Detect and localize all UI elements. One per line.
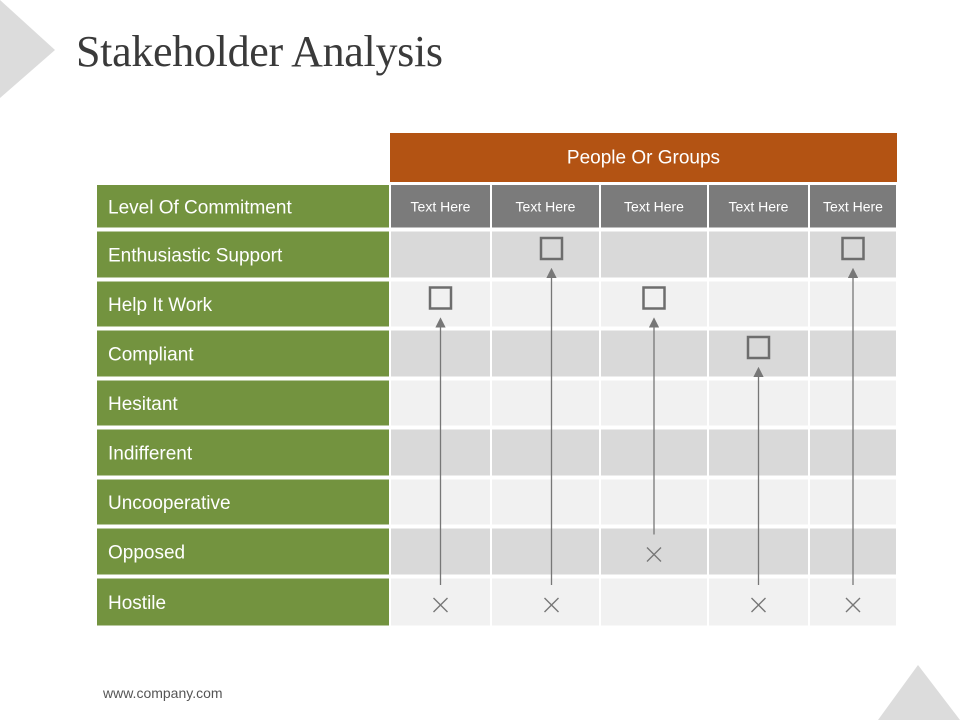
column-header-label: Text Here [516,198,576,214]
grid-cell [601,231,707,278]
column-header-cell [391,185,490,228]
footer-url: www.company.com [103,685,223,701]
column-header-cell [810,185,896,228]
grid-cell [492,528,599,575]
commitment-level-label: Enthusiastic Support [108,246,283,267]
column-header-cell [601,185,707,228]
commitment-level-label: Uncooperative [108,493,231,514]
grid-cell [810,578,896,626]
grid-cell [492,281,599,327]
commitment-level-label: Indifferent [108,444,193,465]
column-header-cell [492,185,599,228]
grid-cell [709,281,808,327]
grid-cell [709,578,808,626]
commitment-level-cell [97,528,389,575]
commitment-level-label: Help It Work [108,295,213,316]
column-header-label: Text Here [823,198,883,214]
grid-cell [601,578,707,626]
commitment-level-cell [97,380,389,426]
grid-cell [492,380,599,426]
page-title: Stakeholder Analysis [76,27,443,76]
desired-position-square-icon [746,335,771,360]
current-position-x-icon [646,547,662,562]
column-header-label: Text Here [411,198,471,214]
commitment-level-cell [97,330,389,377]
corner-triangle-top-left [0,0,55,98]
group-header-bar [390,133,897,182]
desired-position-square-icon [642,286,666,310]
grid-cell [391,231,490,278]
commitment-level-label: Hesitant [108,394,178,415]
desired-position-square-icon [539,236,564,261]
row-header-cell [97,185,389,228]
grid-cell [492,578,599,626]
desired-position-square-icon [428,286,453,310]
grid-cell [601,528,707,575]
current-position-x-icon [751,597,766,613]
commitment-level-label: Opposed [108,543,185,564]
current-position-x-icon [433,597,448,613]
commitment-level-cell [97,231,389,278]
grid-cell [709,231,808,278]
group-header-label: People Or Groups [567,148,720,169]
column-header-cell [709,185,808,228]
row-header-label: Level Of Commitment [108,197,292,218]
corner-triangle-bottom-right [878,665,960,720]
grid-cell [492,330,599,377]
grid-cell [492,479,599,525]
commitment-level-label: Compliant [108,345,194,366]
grid-cell [492,429,599,476]
commitment-level-cell [97,281,389,327]
column-header-label: Text Here [624,198,684,214]
commitment-level-cell [97,479,389,525]
desired-position-square-icon [841,236,865,261]
commitment-level-cell [97,578,389,626]
column-header-label: Text Here [729,198,789,214]
current-position-x-icon [845,597,861,613]
current-position-x-icon [544,597,559,613]
grid-cell [391,578,490,626]
commitment-level-label: Hostile [108,593,166,614]
commitment-level-cell [97,429,389,476]
